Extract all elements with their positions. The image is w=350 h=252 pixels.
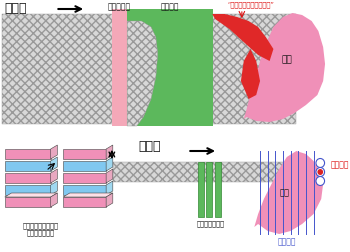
Polygon shape: [63, 193, 113, 197]
Bar: [63, 197, 106, 207]
Polygon shape: [106, 158, 113, 171]
Text: スライス: スライス: [278, 236, 296, 245]
Bar: [63, 185, 106, 195]
Bar: [127, 10, 213, 127]
Polygon shape: [254, 151, 323, 234]
Polygon shape: [241, 50, 260, 100]
Bar: [113, 162, 283, 182]
Text: ボーラス: ボーラス: [161, 2, 180, 11]
Bar: [63, 149, 106, 159]
Circle shape: [316, 168, 324, 177]
Text: レンジシフター: レンジシフター: [196, 219, 224, 226]
Polygon shape: [106, 181, 113, 195]
Polygon shape: [212, 15, 273, 62]
Bar: [63, 173, 106, 183]
Text: ビーム: ビーム: [139, 139, 161, 152]
Circle shape: [316, 159, 324, 168]
Text: “正常組織への付与線量”: “正常組織への付与線量”: [227, 1, 274, 8]
Text: ビーム: ビーム: [5, 2, 27, 15]
Polygon shape: [244, 14, 325, 122]
Bar: [206, 162, 212, 217]
Text: コリメータ: コリメータ: [108, 2, 131, 11]
Polygon shape: [106, 169, 113, 183]
Polygon shape: [51, 193, 57, 207]
Polygon shape: [5, 193, 57, 197]
Bar: [5, 161, 51, 171]
Polygon shape: [51, 181, 57, 195]
Bar: [215, 162, 221, 217]
Bar: [198, 162, 204, 217]
Polygon shape: [51, 169, 57, 183]
Bar: [5, 197, 51, 207]
Polygon shape: [106, 145, 113, 159]
Bar: [5, 185, 51, 195]
Bar: [2, 15, 296, 124]
Bar: [5, 173, 51, 183]
Bar: [112, 10, 127, 127]
Polygon shape: [51, 145, 57, 159]
Circle shape: [316, 177, 324, 186]
Polygon shape: [51, 158, 57, 171]
Polygon shape: [106, 193, 113, 207]
Text: （水平・垂直）: （水平・垂直）: [26, 228, 54, 235]
Bar: [63, 161, 106, 171]
Circle shape: [317, 169, 323, 175]
Polygon shape: [127, 22, 158, 127]
Polygon shape: [127, 22, 158, 127]
Text: スポット: スポット: [331, 160, 349, 169]
Text: スキャニング電磁石: スキャニング電磁石: [22, 221, 58, 228]
Text: 腫瘤: 腫瘤: [280, 188, 290, 197]
Bar: [5, 149, 51, 159]
Text: 腫瘤: 腫瘤: [281, 55, 292, 64]
